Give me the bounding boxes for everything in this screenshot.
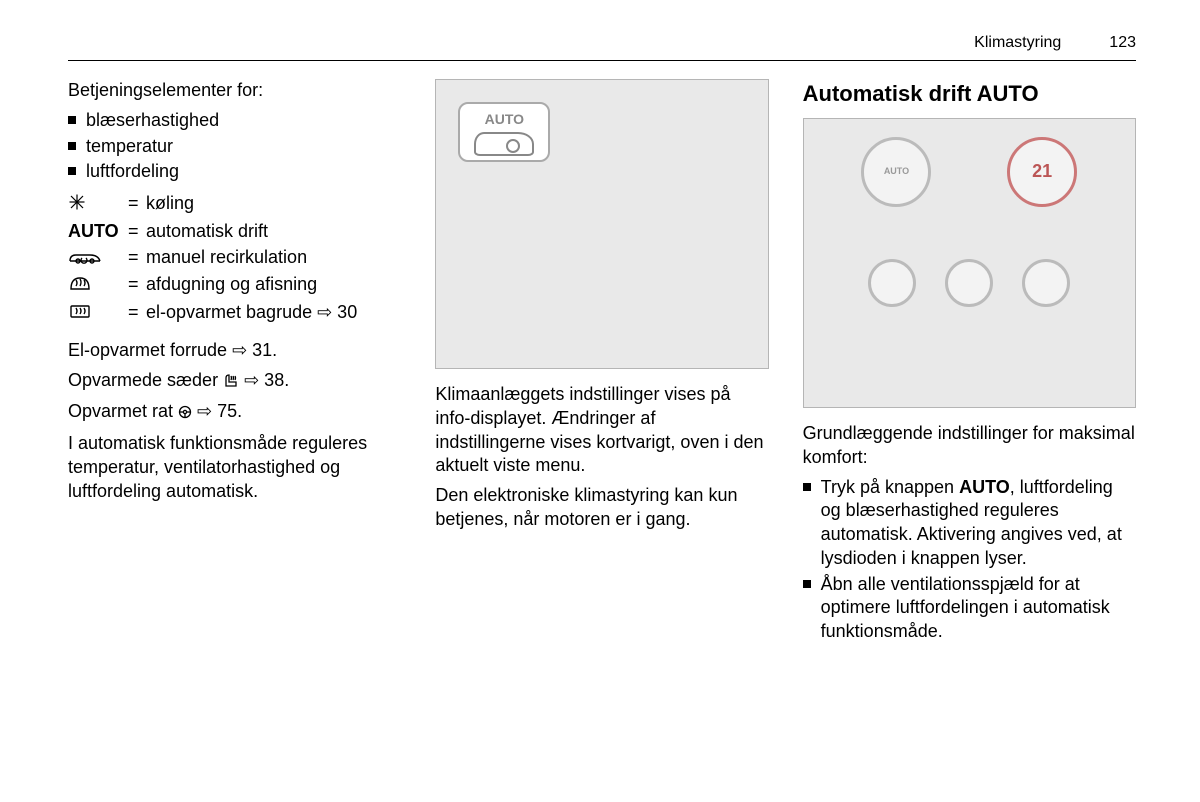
column-middle: AUTO Klimaanlæggets indstillinger vises …	[435, 79, 768, 652]
heated-wheel-ref: Opvarmet rat ⇨ 75.	[68, 400, 401, 426]
defrost-rear-icon	[68, 302, 92, 327]
heated-steering-icon	[178, 402, 192, 426]
list-item: Åbn alle ventilationsspjæld for at optim…	[803, 573, 1136, 644]
text: Tryk på knappen	[821, 477, 959, 497]
right-dial-label: 21	[1032, 160, 1052, 184]
list-item: temperatur	[68, 135, 401, 159]
auto-callout: AUTO	[458, 102, 550, 162]
text: Opvarmede sæder	[68, 370, 223, 390]
auto-panel-illustration: AUTO 21	[803, 118, 1136, 408]
comfort-intro: Grundlæggende indstillinger for maksimal…	[803, 422, 1136, 470]
legend-eq: =	[128, 192, 146, 220]
legend-desc: afdugning og afisning	[146, 273, 361, 301]
auto-bold: AUTO	[959, 477, 1010, 497]
page-header: Klimastyring 123	[68, 34, 1136, 52]
legend-eq: =	[128, 246, 146, 274]
controls-intro: Betjeningselementer for:	[68, 79, 401, 103]
heated-windscreen-ref: El-opvarmet forrude ⇨ 31.	[68, 339, 401, 363]
auto-label: AUTO	[68, 221, 119, 241]
legend-row: = afdugning og afisning	[68, 273, 361, 301]
column-right: Automatisk drift AUTO AUTO 21 Grundlægge…	[803, 79, 1136, 652]
auto-callout-label: AUTO	[474, 110, 534, 128]
header-title: Klimastyring	[974, 34, 1061, 52]
header-rule	[68, 60, 1136, 61]
column-left: Betjeningselementer for: blæserhastighed…	[68, 79, 401, 652]
legend-row: = manuel recirkulation	[68, 246, 361, 274]
left-dial: AUTO	[861, 137, 931, 207]
small-dial	[868, 259, 916, 307]
legend-desc: køling	[146, 192, 361, 220]
list-item: blæserhastighed	[68, 109, 401, 133]
legend-desc: manuel recirkulation	[146, 246, 361, 274]
symbol-legend: = køling AUTO = automatisk drift = manue…	[68, 192, 361, 329]
heated-seats-ref: Opvarmede sæder ⇨ 38.	[68, 369, 401, 395]
header-page-number: 123	[1109, 34, 1136, 52]
info-display-text: Klimaanlæggets indstillinger vises på in…	[435, 383, 768, 478]
legend-row: = køling	[68, 192, 361, 220]
small-dial	[945, 259, 993, 307]
legend-desc: automatisk drift	[146, 220, 361, 246]
auto-mode-description: I automatisk funktionsmåde reguleres tem…	[68, 432, 401, 503]
legend-eq: =	[128, 220, 146, 246]
car-outline-icon	[474, 132, 534, 156]
defrost-front-icon	[68, 274, 92, 299]
list-item: luftfordeling	[68, 160, 401, 184]
snowflake-icon	[68, 193, 86, 218]
legend-row: AUTO = automatisk drift	[68, 220, 361, 246]
small-dial	[1022, 259, 1070, 307]
text: ⇨ 38.	[244, 370, 289, 390]
recirculation-icon	[68, 248, 102, 272]
comfort-steps: Tryk på knappen AUTO, luftfordeling og b…	[803, 476, 1136, 644]
legend-desc: el-opvarmet bagrude ⇨ 30	[146, 301, 361, 329]
engine-running-text: Den elektroniske klimastyring kan kun be…	[435, 484, 768, 532]
legend-eq: =	[128, 273, 146, 301]
list-item: Tryk på knappen AUTO, luftfordeling og b…	[803, 476, 1136, 571]
controls-list: blæserhastighed temperatur luftfordeling	[68, 109, 401, 184]
climate-display-illustration: AUTO	[435, 79, 768, 369]
text: ⇨ 75.	[197, 401, 242, 421]
right-dial: 21	[1007, 137, 1077, 207]
heated-seat-icon	[223, 371, 239, 395]
legend-row: = el-opvarmet bagrude ⇨ 30	[68, 301, 361, 329]
text: Opvarmet rat	[68, 401, 178, 421]
legend-eq: =	[128, 301, 146, 329]
auto-heading: Automatisk drift AUTO	[803, 79, 1136, 108]
left-dial-label: AUTO	[884, 166, 909, 178]
